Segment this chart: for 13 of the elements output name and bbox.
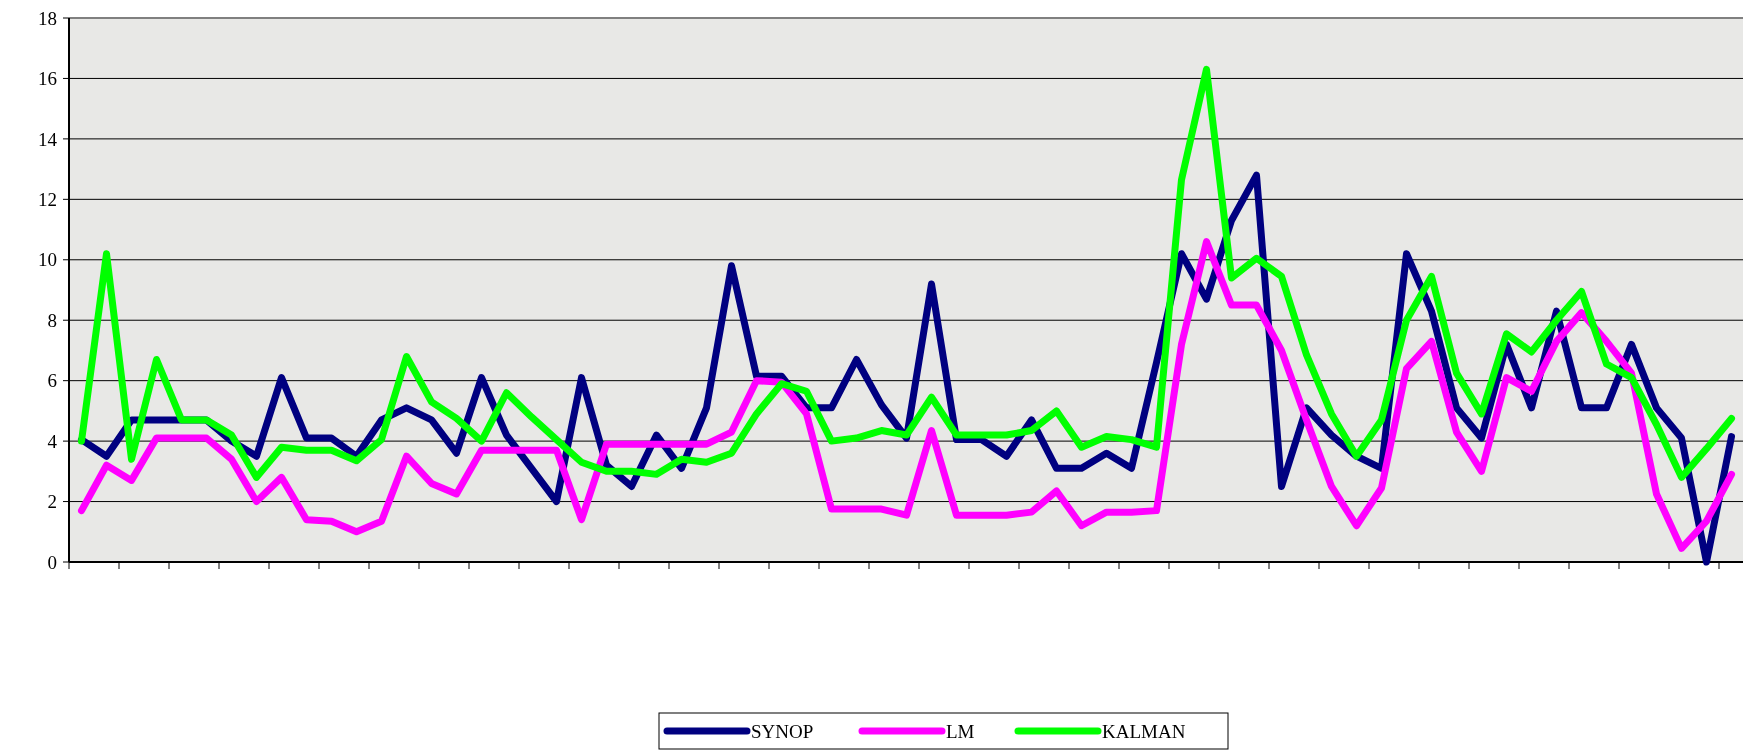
legend-label: KALMAN — [1102, 720, 1186, 742]
y-tick-label: 14 — [38, 128, 58, 150]
y-tick-label: 0 — [47, 551, 57, 573]
y-tick-label: 12 — [38, 188, 57, 210]
y-tick-label: 2 — [47, 491, 57, 513]
y-tick-label: 18 — [38, 7, 57, 29]
y-tick-label: 6 — [47, 370, 57, 392]
y-tick-label: 10 — [38, 249, 57, 271]
y-tick-label: 4 — [47, 430, 58, 452]
legend-label: LM — [946, 720, 975, 742]
legend-label: SYNOP — [751, 720, 814, 742]
y-tick-label: 8 — [47, 309, 57, 331]
y-tick-label: 16 — [38, 68, 57, 90]
